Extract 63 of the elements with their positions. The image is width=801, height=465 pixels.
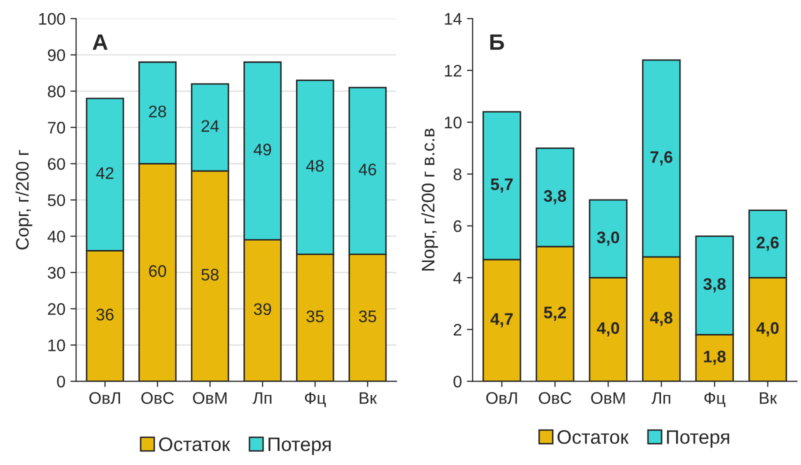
y-tick-label: 80 [48,86,66,98]
x-tick-label: Вк [760,392,778,404]
y-tick-label: 100 [39,13,66,25]
y-tick-label: 70 [48,122,66,134]
data-label: 46 [358,164,376,176]
y-tick-label: 90 [48,49,66,62]
data-label: 28 [149,106,166,118]
data-label: 60 [149,265,166,277]
x-tick-label: ОвС [538,392,572,404]
y-axis-title: Сорг, г/200 г [15,150,32,250]
data-label: 5,7 [490,178,513,193]
data-label: 2,6 [756,236,779,251]
data-label: 3,8 [703,278,726,292]
data-label: 39 [254,303,272,316]
y-tick-label: 2 [454,324,462,336]
data-label: 4,7 [490,313,513,328]
data-label: 49 [254,144,272,156]
y-tick-label: 4 [453,272,462,284]
y-tick-label: 60 [48,158,66,170]
x-tick-label: Фц [304,392,326,408]
data-label: 4,0 [756,322,779,336]
y-tick-label: 12 [444,64,462,76]
x-tick-label: ОвС [141,392,174,404]
data-label: 4,0 [596,322,620,336]
y-tick-label: 40 [48,230,66,242]
text: А [92,34,108,50]
legend-label: Остаток [159,437,230,452]
x-tick-label: Фц [704,392,726,408]
data-label: 35 [358,310,376,322]
y-tick-label: 10 [48,339,66,352]
legend-label: Потеря [268,438,331,456]
y-tick-label: 0 [57,376,66,388]
y-tick-label: 50 [48,194,66,206]
legend-label: Остаток [558,430,629,444]
data-label: 1,8 [704,350,726,365]
data-label: 36 [96,308,114,320]
y-tick-label: 10 [444,116,462,128]
y-tick-label: 0 [454,376,462,388]
y-tick-label: 6 [454,220,462,232]
y-tick-label: 14 [444,13,462,25]
data-label: 42 [96,167,114,179]
legend-label: Потеря [667,430,730,448]
data-label: 7,6 [650,151,672,166]
x-tick-label: ОвЛ [486,392,517,404]
x-tick-label: Вк [360,392,377,404]
data-label: 58 [201,268,219,281]
x-tick-label: ОвМ [192,392,227,404]
data-label: 3,8 [544,190,566,204]
data-label: 4,8 [650,312,672,326]
y-tick-label: 30 [48,266,66,279]
data-label: 48 [306,160,324,172]
y-tick-label: 8 [454,168,462,180]
x-tick-label: Лп [652,392,670,404]
data-label: 24 [202,120,219,132]
x-tick-label: ОвМ [591,392,625,404]
text: Б [490,34,504,50]
x-tick-label: Лп [252,392,272,404]
data-label: 3,0 [597,231,620,246]
y-tick-label: 20 [48,303,66,315]
data-label: 5,2 [544,306,566,321]
data-label: 35 [306,310,324,322]
x-tick-label: ОвЛ [89,392,120,404]
y-axis-title: Nорг, г/200 г в.с.в [421,128,438,271]
